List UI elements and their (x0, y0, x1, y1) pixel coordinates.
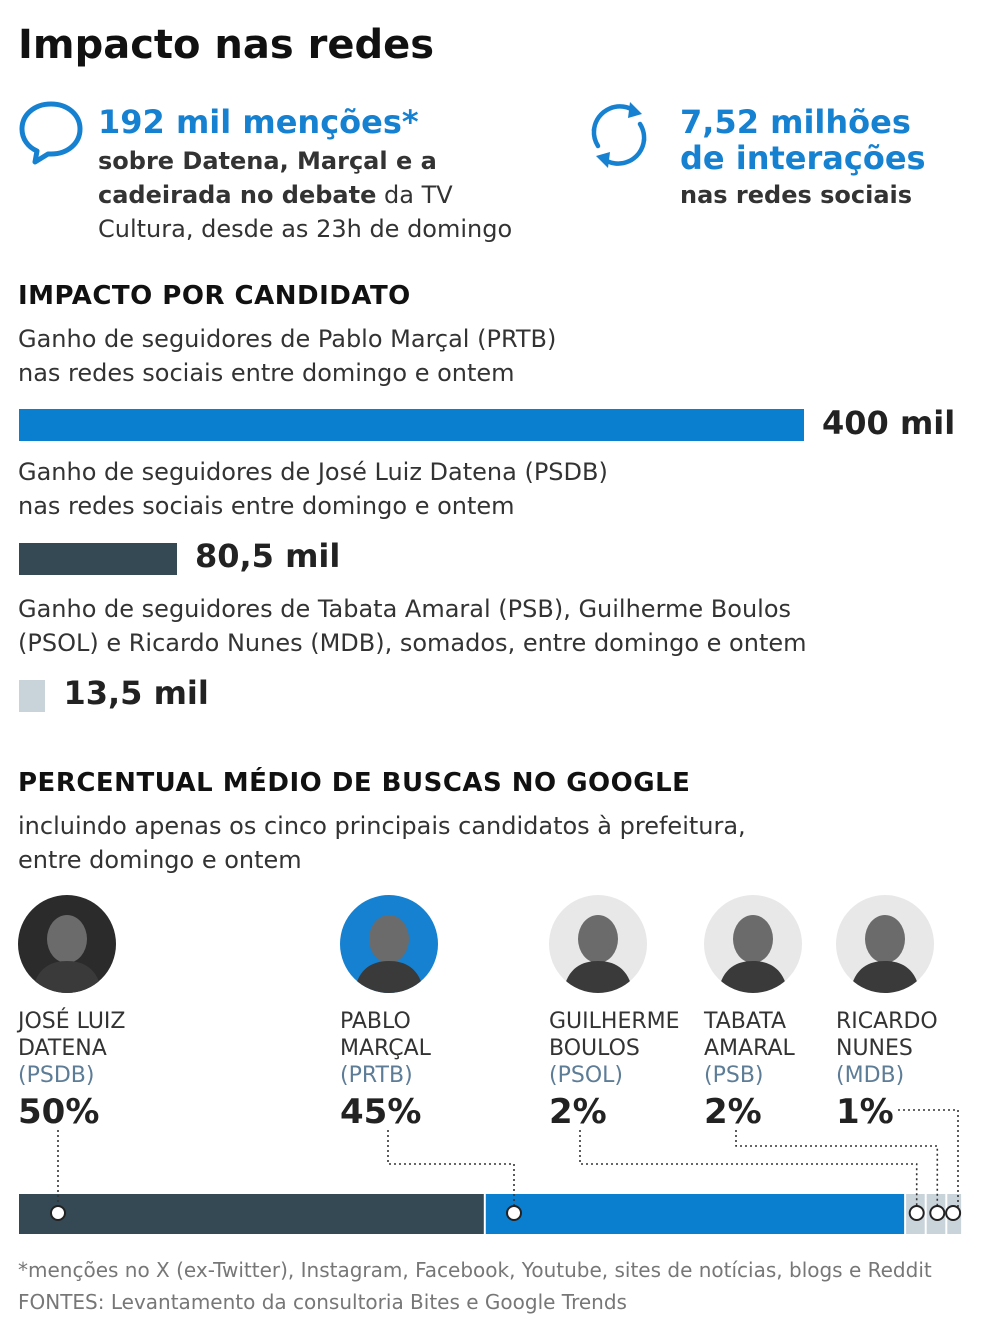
candidate-percentage: 2% (549, 1092, 607, 1132)
google-heading: PERCENTUAL MÉDIO DE BUSCAS NO GOOGLE (18, 768, 691, 798)
interactions-headline-1: 7,52 milhões (680, 103, 911, 141)
candidate-avatar (340, 895, 438, 993)
speech-bubble-icon (19, 101, 83, 165)
candidate-name-1: TABATA (704, 1009, 786, 1034)
candidate-portrait-icon (549, 895, 647, 993)
mentions-description: sobre Datena, Marçal e a cadeirada no de… (98, 144, 558, 246)
candidate-name-2: NUNES (836, 1036, 913, 1061)
impact-desc-2a: Ganho de seguidores de José Luiz Datena … (18, 458, 608, 486)
impact-value-marcal: 400 mil (822, 404, 956, 442)
footnote-mentions: *menções no X (ex-Twitter), Instagram, F… (18, 1258, 932, 1282)
candidate-avatar (836, 895, 934, 993)
candidate-percentage: 2% (704, 1092, 762, 1132)
interactions-headline-2: de interações (680, 139, 926, 177)
page-title: Impacto nas redes (18, 22, 435, 68)
impact-heading: IMPACTO POR CANDIDATO (18, 281, 411, 311)
candidate-avatar (18, 895, 116, 993)
segment-marker (506, 1205, 522, 1221)
google-desc-2: entre domingo e ontem (18, 846, 302, 874)
footnote-sources: FONTES: Levantamento da consultoria Bite… (18, 1290, 627, 1314)
candidate-percentage: 50% (18, 1092, 100, 1132)
impact-bar-marcal (19, 409, 804, 441)
candidate-portrait-icon (340, 895, 438, 993)
mentions-line-2-bold: cadeirada no debate (98, 181, 377, 209)
mentions-line-3: Cultura, desde as 23h de domingo (98, 215, 513, 243)
impact-desc-1a: Ganho de seguidores de Pablo Marçal (PRT… (18, 325, 557, 353)
candidate-avatar (549, 895, 647, 993)
candidate-portrait-icon (836, 895, 934, 993)
candidate-percentage: 45% (340, 1092, 422, 1132)
candidate-party: (MDB) (836, 1063, 905, 1088)
impact-bar-others (19, 680, 46, 712)
connector-line (898, 1109, 959, 1210)
candidate-name-1: PABLO (340, 1009, 411, 1034)
candidate-name-2: BOULOS (549, 1036, 640, 1061)
interactions-line-1: nas redes sociais (680, 181, 913, 209)
candidate-name-2: MARÇAL (340, 1036, 431, 1061)
impact-bar-datena (19, 543, 177, 575)
impact-value-datena: 80,5 mil (194, 537, 341, 575)
candidate-name-2: AMARAL (704, 1036, 795, 1061)
segment-marker (929, 1205, 946, 1221)
candidate-party: (PSDB) (18, 1063, 95, 1088)
segment-marker (908, 1205, 925, 1221)
mentions-headline: 192 mil menções* (98, 103, 419, 141)
search-share-bar-segment (485, 1194, 905, 1234)
mentions-line-2-rest: da TV (376, 181, 453, 209)
search-share-bar-segment (19, 1194, 484, 1234)
google-stacked-bar-chart (19, 1109, 962, 1234)
impact-desc-3b: (PSOL) e Ricardo Nunes (MDB), somados, e… (18, 629, 807, 657)
segment-marker (945, 1205, 962, 1221)
candidate-party: (PSB) (704, 1063, 764, 1088)
candidate-name-2: DATENA (18, 1036, 107, 1061)
candidate-party: (PRTB) (340, 1063, 413, 1088)
impact-value-others: 13,5 mil (63, 674, 209, 712)
candidate-name-1: JOSÉ LUIZ (18, 1009, 126, 1034)
impact-desc-2b: nas redes sociais entre domingo e ontem (18, 492, 515, 520)
impact-desc-1b: nas redes sociais entre domingo e ontem (18, 359, 515, 387)
candidate-portrait-icon (704, 895, 802, 993)
mentions-line-1: sobre Datena, Marçal e a (98, 147, 437, 175)
candidate-percentage: 1% (836, 1092, 894, 1132)
connector-line (579, 1130, 918, 1210)
candidate-avatar (704, 895, 802, 993)
impact-desc-3a: Ganho de seguidores de Tabata Amaral (PS… (18, 595, 792, 623)
refresh-cycle-icon (591, 102, 647, 168)
segment-marker (50, 1205, 66, 1221)
candidate-party: (PSOL) (549, 1063, 623, 1088)
connector-line (735, 1130, 939, 1210)
candidate-name-1: RICARDO (836, 1009, 938, 1034)
google-desc-1: incluindo apenas os cinco principais can… (18, 812, 746, 840)
candidate-portrait-icon (18, 895, 116, 993)
candidate-name-1: GUILHERME (549, 1009, 680, 1034)
connector-line (387, 1130, 515, 1210)
